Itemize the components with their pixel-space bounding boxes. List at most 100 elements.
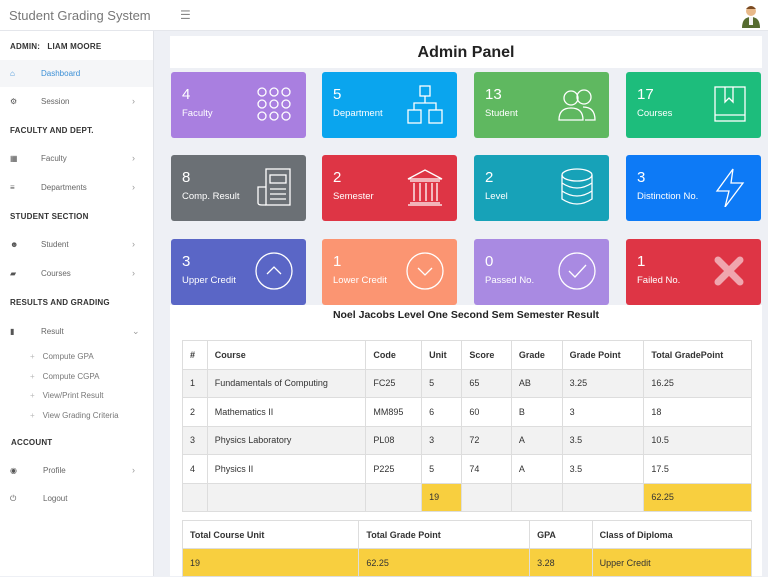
section-results: RESULTS AND GRADING — [10, 298, 110, 307]
stat-value: 0 — [485, 253, 494, 270]
stat-value: 1 — [637, 253, 646, 270]
table-cell: 3 — [561, 397, 645, 427]
list-icon: ≡ — [10, 183, 15, 192]
table-cell: 60 — [461, 397, 512, 427]
stat-label: Semester — [333, 191, 374, 202]
stat-card-department[interactable]: 5 Department — [322, 72, 457, 138]
table-cell: Physics II — [206, 454, 367, 484]
table-cell: 3.5 — [561, 425, 645, 455]
table-cell: A — [510, 454, 563, 484]
gears-icon: ⚙ — [10, 97, 18, 106]
sidebar-item-session[interactable]: ⚙ Session › — [10, 96, 135, 106]
lightning-icon — [715, 168, 745, 207]
stat-label: Lower Credit — [333, 275, 387, 286]
institution-icon — [407, 169, 443, 206]
table-cell: 2 — [182, 397, 208, 427]
stat-card-distinction-no[interactable]: 3 Distinction No. — [626, 155, 761, 221]
stat-card-lower-credit[interactable]: 1 Lower Credit — [322, 239, 457, 305]
table-cell: 17.5 — [643, 454, 752, 484]
top-bar: Student Grading System ☰ — [0, 0, 768, 31]
column-header: Total GradePoint — [643, 340, 752, 370]
totals-row: 19 62.25 — [182, 482, 752, 512]
result-panel: Noel Jacobs Level One Second Sem Semeste… — [170, 305, 762, 577]
stat-value: 2 — [333, 169, 342, 186]
stat-card-comp-result[interactable]: 8 Comp. Result — [171, 155, 306, 221]
plus-icon: + — [30, 352, 35, 361]
summary-table: Total Course Unit Total Grade Point GPA Cla… — [181, 520, 753, 577]
stat-label: Failed No. — [637, 275, 681, 286]
table-cell: 1 — [182, 368, 208, 398]
sidebar-item-faculty[interactable]: ▦ Faculty › — [10, 153, 135, 163]
table-cell: Fundamentals of Computing — [206, 368, 367, 398]
table-cell: 5 — [421, 368, 463, 398]
stat-label: Student — [485, 108, 518, 119]
stat-value: 3 — [182, 253, 191, 270]
sidebar-item-logout[interactable]: ⏻ Logout — [10, 494, 68, 503]
stat-card-semester[interactable]: 2 Semester — [322, 155, 457, 221]
result-title: Noel Jacobs Level One Second Sem Semeste… — [332, 309, 600, 321]
table-cell: 3 — [182, 425, 208, 455]
section-account: ACCOUNT — [11, 438, 53, 447]
sidebar-item-result[interactable]: ▮ Result ⌄ — [10, 326, 140, 336]
plus-icon: + — [30, 372, 35, 381]
stat-card-faculty[interactable]: 4 Faculty — [171, 72, 306, 138]
sidebar-sub-view-print[interactable]: + View/Print Result — [30, 391, 104, 400]
table-cell: 3 — [421, 425, 463, 455]
table-cell: B — [510, 397, 563, 427]
table-cell: 6 — [421, 397, 463, 427]
stat-card-student[interactable]: 13 Student — [474, 72, 609, 138]
sidebar-sub-grading-criteria[interactable]: + View Grading Criteria — [30, 411, 119, 420]
stat-card-upper-credit[interactable]: 3 Upper Credit — [171, 239, 306, 305]
stat-label: Level — [485, 191, 508, 202]
summary-cell: 62.25 — [358, 548, 531, 577]
chevron-right-icon: › — [132, 465, 135, 475]
menu-toggle-icon[interactable]: ☰ — [180, 8, 191, 22]
page-title: Admin Panel — [170, 36, 762, 68]
table-cell: AB — [510, 368, 563, 398]
summary-header: Total Course Unit — [181, 520, 360, 549]
book-icon — [714, 86, 746, 122]
column-header: Code — [365, 340, 423, 370]
table-row: 1 Fundamentals of Computing FC25 5 65 AB 3.25 1… — [182, 368, 752, 398]
sidebar-item-student[interactable]: ☻ Student › — [10, 239, 135, 249]
stat-value: 8 — [182, 169, 191, 186]
app-title[interactable]: Student Grading System — [9, 8, 151, 23]
sidebar-item-courses[interactable]: ▰ Courses › — [10, 268, 135, 278]
database-icon — [561, 168, 593, 205]
stat-label: Courses — [637, 108, 673, 119]
chevron-down-icon: ⌄ — [132, 326, 140, 336]
stat-value: 5 — [333, 86, 342, 103]
sidebar-item-departments[interactable]: ≡ Departments › — [10, 182, 135, 192]
sidebar-item-dashboard[interactable]: ⌂ Dashboard — [0, 60, 153, 87]
book-icon: ▰ — [10, 269, 17, 278]
sidebar-item-profile[interactable]: ◉ Profile › — [10, 465, 135, 475]
stat-card-level[interactable]: 2 Level — [474, 155, 609, 221]
chevron-right-icon: › — [132, 239, 135, 249]
column-header: Grade Point — [561, 340, 645, 370]
total-unit: 19 — [421, 482, 463, 512]
section-student: STUDENT SECTION — [10, 212, 89, 221]
stat-value: 2 — [485, 169, 494, 186]
user-avatar[interactable] — [740, 4, 762, 28]
sidebar: ADMIN: LIAM MOORE ⌂ Dashboard ⚙ Session › F… — [0, 31, 154, 576]
plus-icon: + — [30, 411, 35, 420]
stat-card-courses[interactable]: 17 Courses — [626, 72, 761, 138]
stat-label: Passed No. — [485, 275, 535, 286]
table-cell: 16.25 — [643, 368, 752, 398]
sidebar-sub-compute-cgpa[interactable]: + Compute CGPA — [30, 372, 100, 381]
stat-label: Department — [333, 108, 383, 119]
stat-value: 4 — [182, 86, 191, 103]
sidebar-sub-compute-gpa[interactable]: + Compute GPA — [30, 352, 94, 361]
table-cell: 4 — [182, 454, 208, 484]
stat-card-failed-no[interactable]: 1 Failed No. — [626, 239, 761, 305]
table-cell: 10.5 — [643, 425, 752, 455]
stat-label: Upper Credit — [182, 275, 236, 286]
table-cell: A — [510, 425, 563, 455]
table-row: 4 Physics II P225 5 74 A 3.5 17.5 — [182, 454, 752, 484]
table-cell: 65 — [461, 368, 512, 398]
grid-icon: ▦ — [10, 154, 18, 163]
table-row: 2 Mathematics II MM895 6 60 B 3 18 — [182, 397, 752, 427]
stat-card-passed-no[interactable]: 0 Passed No. — [474, 239, 609, 305]
summary-cell: 3.28 — [529, 548, 593, 577]
column-header: Score — [461, 340, 512, 370]
